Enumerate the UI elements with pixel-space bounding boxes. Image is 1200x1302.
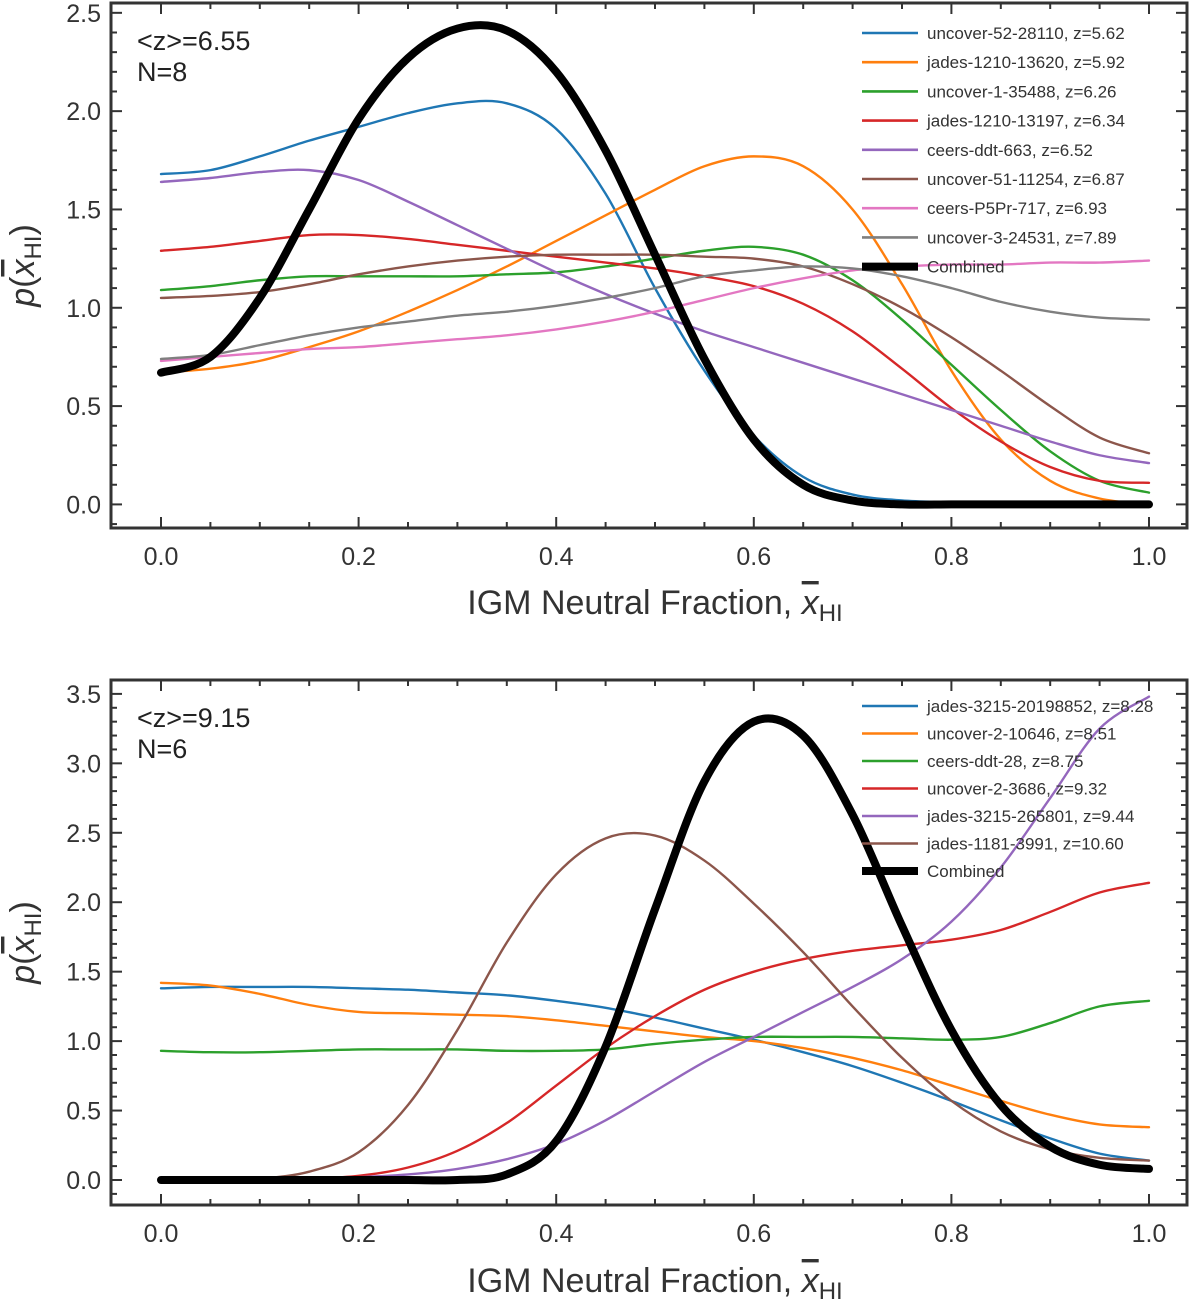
series-line-jades-1181-3991: [159, 831, 1151, 1182]
legend-entry: uncover-51-11254, z=6.87: [927, 170, 1125, 189]
count-label: N=6: [137, 734, 187, 764]
x-tick-label: 0.0: [144, 543, 179, 571]
x-axis-label: IGM Neutral Fraction, xHI: [467, 1262, 842, 1302]
plot-frame: [109, 1, 1189, 530]
y-axis-label: p(xHI): [4, 224, 47, 308]
mean-redshift-label: <z>=6.55: [137, 26, 250, 56]
series-line-uncover-3-24531: [159, 265, 1151, 361]
legend-entry: jades-1210-13197, z=6.34: [926, 112, 1125, 131]
legend-entry: uncover-2-10646, z=8.51: [927, 725, 1117, 744]
y-tick-label: 0.0: [66, 491, 101, 519]
series-line-combined: [157, 21, 1153, 509]
series-lines: [157, 21, 1153, 509]
x-tick-label: 0.2: [341, 1220, 376, 1248]
y-tick-label: 2.0: [66, 98, 101, 126]
x-tick-label: 0.2: [341, 543, 376, 571]
y-axis: 0.0 0.5 1.0 1.5 2.0 2.5: [66, 0, 1187, 526]
legend-entry: Combined: [927, 258, 1005, 277]
series-line-jades-3215-20198852: [159, 985, 1151, 1162]
legend-entry: jades-3215-265801, z=9.44: [926, 807, 1134, 826]
y-axis: 0.0 0.5 1.0 1.5 2.0 2.5 3.0 3.5: [66, 679, 1187, 1195]
y-tick-label: 1.5: [66, 959, 101, 987]
y-tick-label: 0.5: [66, 1098, 101, 1126]
x-axis-label: IGM Neutral Fraction, xHI: [467, 584, 842, 627]
legend-entry: uncover-3-24531, z=7.89: [927, 228, 1117, 247]
y-tick-label: 2.5: [66, 0, 101, 28]
legend-entry: ceers-ddt-663, z=6.52: [927, 141, 1093, 160]
y-tick-label: 0.5: [66, 393, 101, 421]
legend-entry: ceers-ddt-28, z=8.75: [927, 752, 1083, 771]
panel-bottom: 0.0 0.2 0.4 0.6 0.8 1.0 0.0 0.5 1.0 1.5 2.0 2.5 3.0 3…: [4, 678, 1189, 1302]
legend: uncover-52-28110, z=5.62 jades-1210-13620…: [862, 24, 1125, 277]
x-axis: 0.0 0.2 0.4 0.6 0.8 1.0: [144, 3, 1167, 571]
y-tick-label: 2.5: [66, 820, 101, 848]
x-tick-label: 0.6: [736, 543, 771, 571]
y-tick-label: 3.5: [66, 681, 101, 709]
x-tick-label: 1.0: [1132, 1220, 1167, 1248]
y-tick-label: 0.0: [66, 1167, 101, 1195]
x-tick-label: 0.4: [539, 543, 574, 571]
x-tick-label: 0.8: [934, 543, 969, 571]
plot-frame: [109, 678, 1189, 1207]
x-tick-label: 0.8: [934, 1220, 969, 1248]
legend-entry: uncover-1-35488, z=6.26: [927, 82, 1117, 101]
series-line-uncover-2-10646: [159, 981, 1151, 1129]
annotation: <z>=6.55N=8: [137, 26, 250, 87]
series-line-jades-1210-13620: [159, 155, 1151, 506]
legend-entry: uncover-52-28110, z=5.62: [927, 24, 1125, 43]
x-tick-label: 0.0: [144, 1220, 179, 1248]
x-tick-label: 1.0: [1132, 543, 1167, 571]
y-tick-label: 1.5: [66, 196, 101, 224]
series-lines: [157, 695, 1153, 1185]
y-tick-label: 1.0: [66, 1028, 101, 1056]
x-tick-label: 0.6: [736, 1220, 771, 1248]
x-tick-label: 0.4: [539, 1220, 574, 1248]
x-axis: 0.0 0.2 0.4 0.6 0.8 1.0: [144, 680, 1167, 1248]
legend-entry: ceers-P5Pr-717, z=6.93: [927, 199, 1107, 218]
y-tick-label: 1.0: [66, 295, 101, 323]
legend-entry: jades-3215-20198852, z=8.28: [926, 697, 1153, 716]
legend-entry: jades-1181-3991, z=10.60: [926, 835, 1124, 854]
legend: jades-3215-20198852, z=8.28 uncover-2-106…: [862, 697, 1153, 881]
series-line-ceers-ddt-663: [159, 168, 1151, 465]
series-line-jades-1210-13197: [159, 233, 1151, 484]
series-line-combined: [157, 714, 1153, 1185]
y-tick-label: 3.0: [66, 750, 101, 778]
legend-entry: jades-1210-13620, z=5.92: [926, 53, 1125, 72]
legend-entry: Combined: [927, 862, 1005, 881]
legend-entry: uncover-2-3686, z=9.32: [927, 780, 1107, 799]
count-label: N=8: [137, 57, 187, 87]
series-line-ceers-p5pr-717: [159, 259, 1151, 363]
series-line-uncover-51-11254: [159, 253, 1151, 455]
y-axis-label: p(xHI): [4, 901, 47, 985]
y-tick-label: 2.0: [66, 889, 101, 917]
panel-top: 0.0 0.2 0.4 0.6 0.8 1.0 0.0 0.5 1.0 1.5 2.0 2.5 IGM …: [4, 0, 1189, 627]
series-line-ceers-ddt-28: [159, 999, 1151, 1054]
annotation: <z>=9.15N=6: [137, 703, 250, 764]
mean-redshift-label: <z>=9.15: [137, 703, 250, 733]
